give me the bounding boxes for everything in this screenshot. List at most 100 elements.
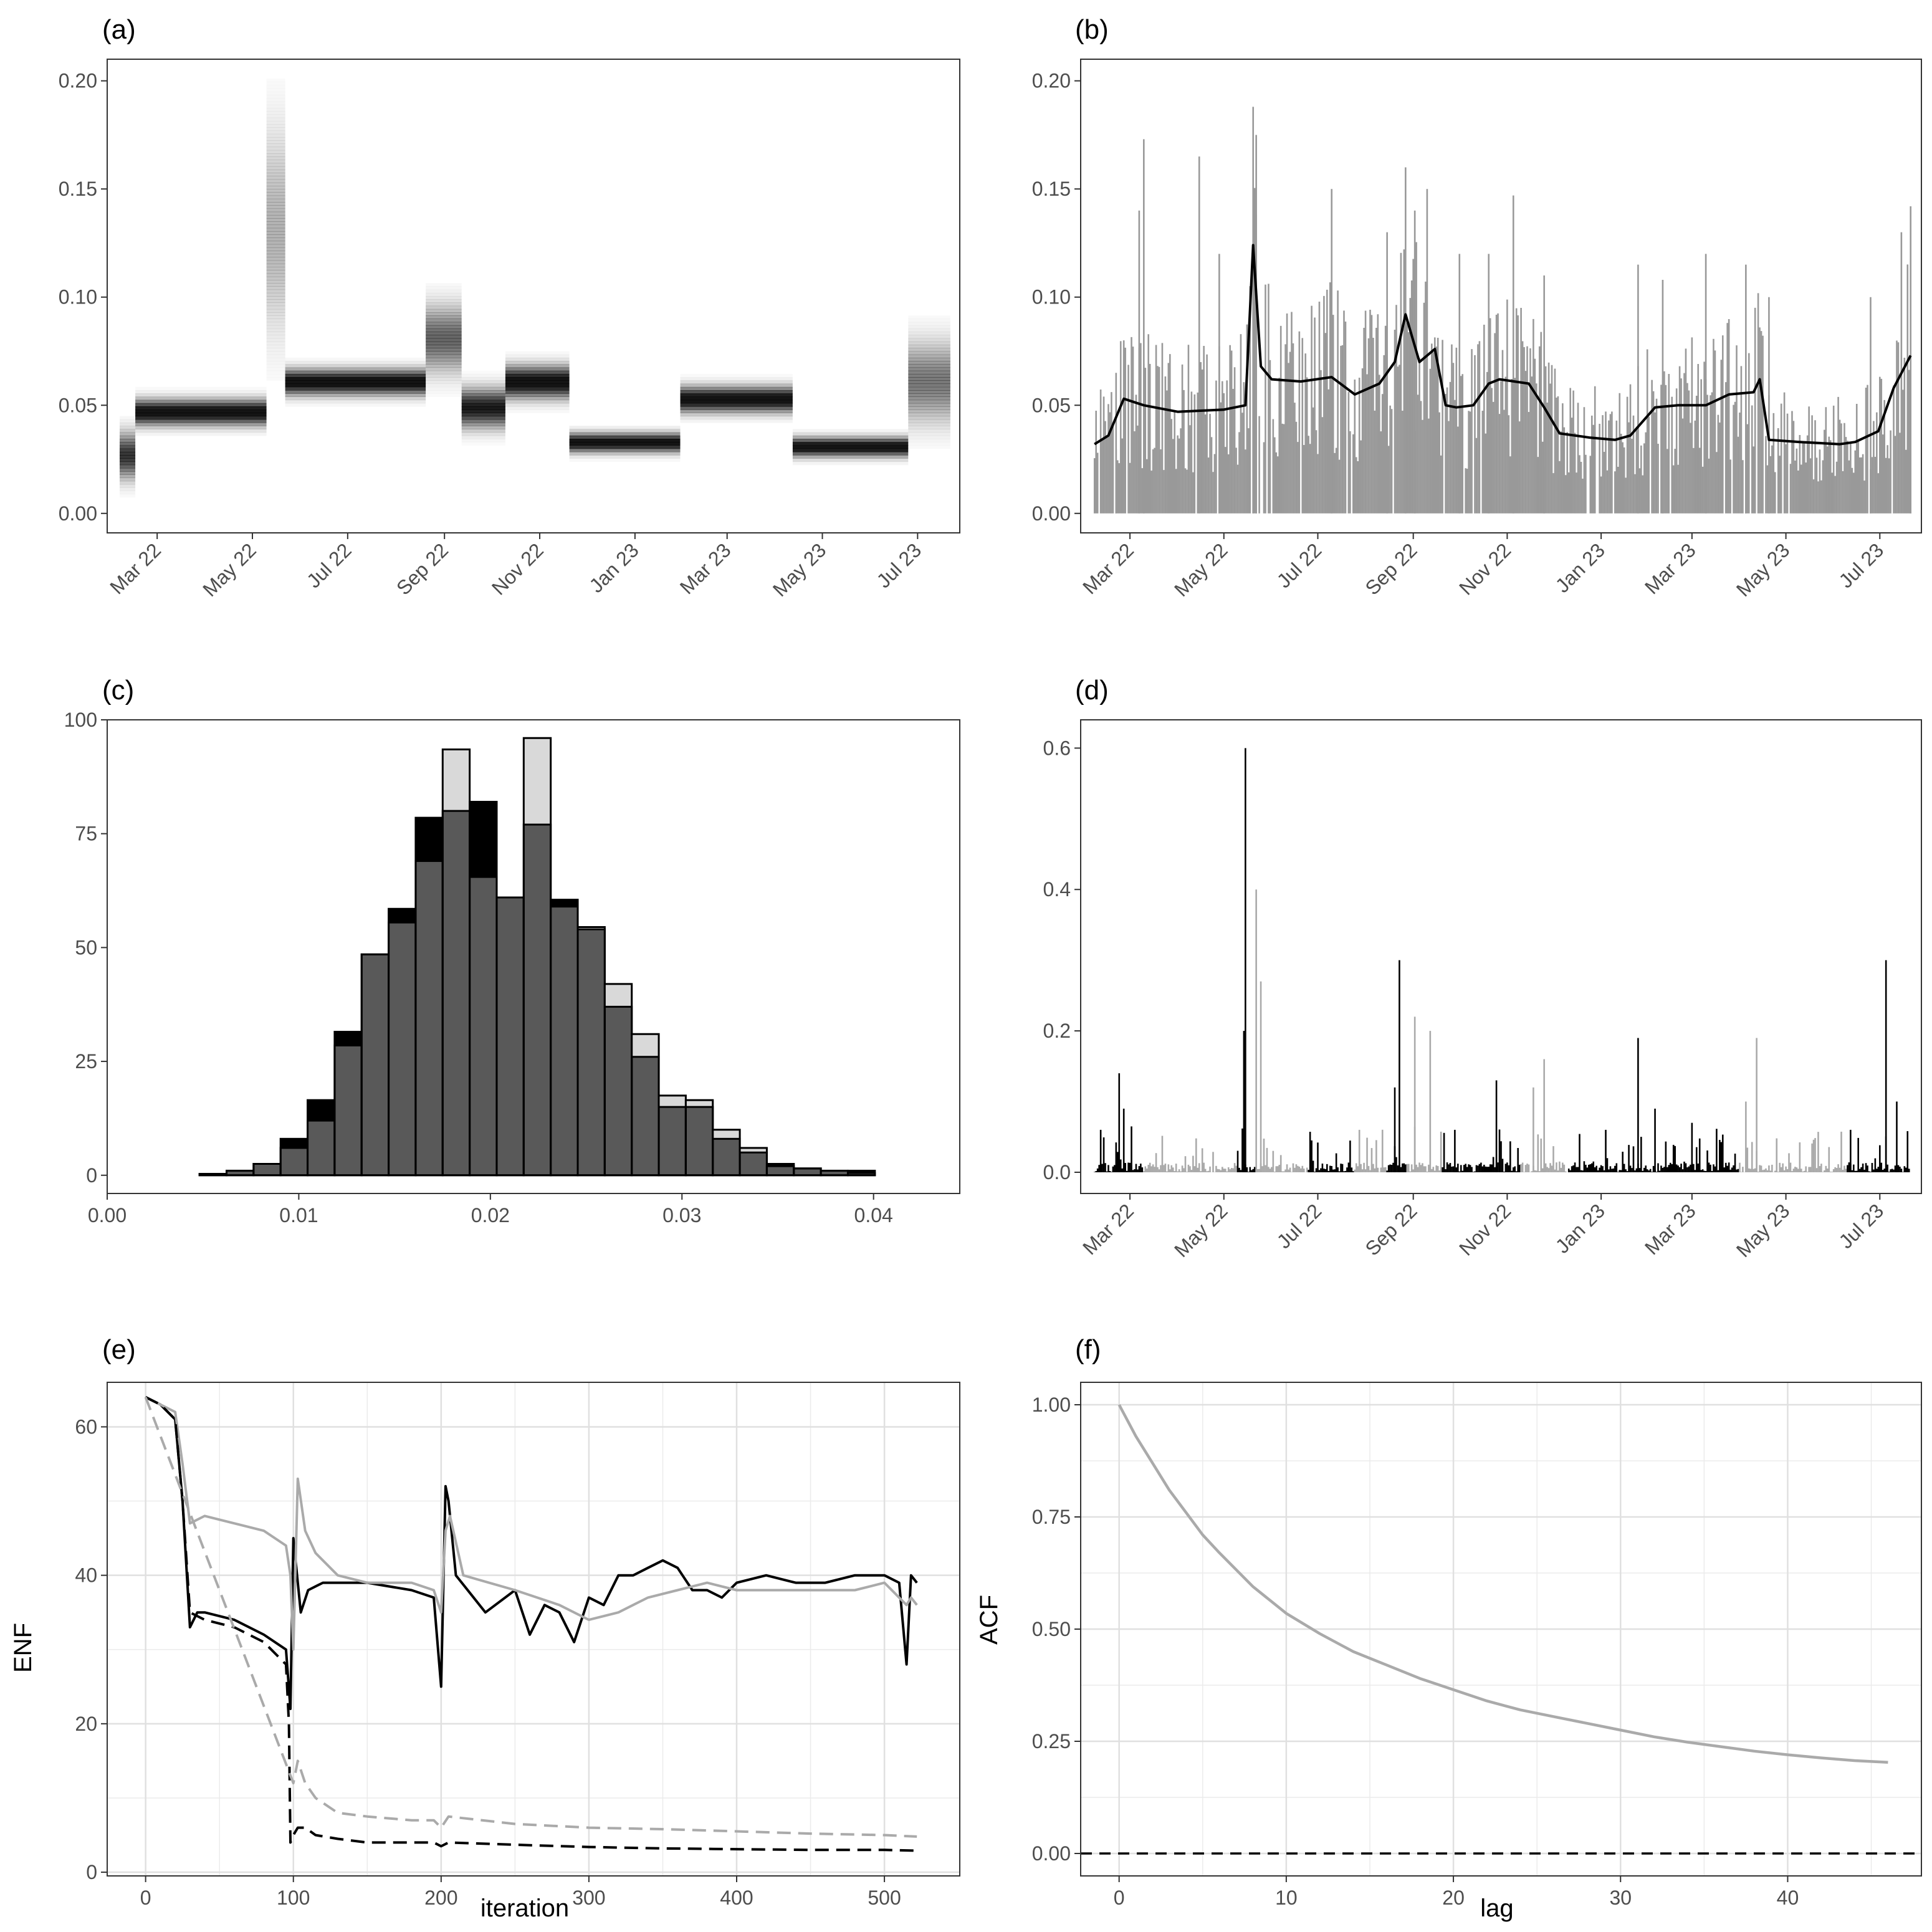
- panel-c-histogram-excess-bar: [605, 983, 632, 1007]
- panel-c-histogram-excess-bar: [848, 1170, 875, 1174]
- panel-a-density-cell: [505, 396, 570, 401]
- panel-a-density-cell: [505, 370, 570, 375]
- panel-a-density-cell: [908, 439, 950, 442]
- panel-a-density-cell: [267, 98, 285, 102]
- panel-a-density-cell: [266, 280, 285, 284]
- panel-d-y-tick-label: 0.2: [1043, 1020, 1071, 1042]
- panel-a-density-cell: [792, 435, 909, 439]
- panel-c-histogram-excess-bar: [631, 1034, 659, 1057]
- panel-a-density-cell: [266, 104, 285, 108]
- panel-a-density-cell: [426, 302, 462, 307]
- panel-a-density-cell: [426, 286, 462, 290]
- panel-c-histogram-excess-bar: [415, 818, 443, 861]
- panel-a-density-cell: [266, 354, 285, 358]
- panel-a-density-cell: [426, 315, 462, 319]
- panel-c-histogram-excess-bar: [280, 1139, 308, 1148]
- panel-a-density-cell: [505, 373, 570, 378]
- panel-c-histogram-outline: [198, 1173, 228, 1177]
- panel-a-density-cell: [505, 361, 570, 365]
- panel-a-density-cell: [266, 315, 285, 319]
- panel-a-density-cell: [461, 377, 505, 381]
- panel-a-density-cell: [505, 383, 570, 388]
- panel-c-histogram-overlap-bar: [361, 954, 389, 1175]
- panel-e: (e) iteration ENF 0 20 40 60 0 100 200 300 400 50…: [9, 1334, 960, 1922]
- panel-a-density-cell: [266, 308, 285, 313]
- panel-c-histogram-overlap-bar: [307, 1121, 335, 1175]
- panel-a-density-cell: [266, 244, 285, 248]
- panel-a-density-cell: [285, 364, 426, 368]
- panel-e-series-line: [145, 1396, 918, 1651]
- panel-a-density-cell: [426, 341, 462, 345]
- panel-a-density-cell: [908, 348, 950, 352]
- panel-a-density-cell: [426, 377, 462, 381]
- panel-a-density-cell: [266, 218, 285, 222]
- panel-a-density-cell: [908, 406, 950, 410]
- panel-a-density-cell: [267, 377, 285, 381]
- panel-a-density-cell: [285, 403, 426, 407]
- panel-a-density-cell: [908, 325, 950, 329]
- panel-a-density-cell: [120, 416, 135, 420]
- panel-a-density-cell: [461, 423, 505, 426]
- panel-a-density-cell: [135, 393, 267, 397]
- panel-e-border: [107, 1382, 960, 1877]
- panel-a-density-cell: [426, 305, 462, 310]
- panel-c-y-tick-label: 50: [75, 936, 97, 959]
- panel-a-density-cell: [792, 455, 909, 459]
- panel-a-density-cell: [908, 399, 950, 404]
- panel-f-y-tick-label: 0.00: [1032, 1842, 1071, 1865]
- panel-c-y-tick-label: 25: [75, 1050, 97, 1073]
- panel-a-density-cell: [120, 481, 136, 485]
- panel-a-density-cell: [461, 413, 505, 417]
- panel-a-density-cell: [505, 364, 570, 368]
- panel-a-density-cell: [792, 451, 909, 456]
- panel-e-y-tick-label: 0: [86, 1861, 97, 1883]
- panel-a-density-cell: [267, 85, 285, 89]
- panel-a-density-cell: [908, 390, 950, 394]
- panel-a-density-cell: [285, 370, 426, 375]
- panel-a-density-cell: [426, 325, 462, 329]
- panel-a-density-cell: [266, 156, 285, 160]
- panel-a-density-cell: [680, 380, 793, 385]
- panel-a-density-cell: [266, 182, 285, 186]
- panel-c-histogram-excess-bar: [388, 909, 416, 923]
- panel-c-histogram-overlap-bar: [469, 877, 497, 1175]
- panel-a-density-cell: [120, 439, 136, 442]
- panel-e-xlabel: iteration: [481, 1895, 569, 1922]
- panel-a-density-cell: [266, 335, 285, 339]
- panel-a-density-cell: [462, 442, 505, 446]
- panel-a-density-cell: [461, 435, 505, 439]
- panel-c: (c) 0 25 50 75 100 0.00 0.01 0.02 0.03 0.04: [64, 675, 960, 1227]
- panel-a-density-cell: [461, 403, 505, 407]
- panel-c-histogram-outline: [846, 1172, 876, 1177]
- panel-a-density-cell: [461, 396, 505, 401]
- panel-a-density-cell: [569, 426, 681, 429]
- panel-e-series-line: [144, 1397, 917, 1838]
- panel-e-label: (e): [102, 1334, 136, 1365]
- panel-a-density-cell: [266, 163, 285, 167]
- panel-a-density-cell: [908, 322, 950, 326]
- panel-a-density-cell: [267, 364, 285, 368]
- panel-a-density-cell: [120, 477, 136, 482]
- panel-a-density-cell: [120, 445, 136, 449]
- panel-a-density-cell: [266, 127, 285, 132]
- panel-f-x-tick-label: 30: [1609, 1887, 1632, 1909]
- panel-c-histogram-excess-bar: [524, 738, 551, 825]
- panel-a-density-cell: [120, 442, 136, 446]
- panel-a-density-cell: [461, 429, 505, 433]
- panel-a-density-cell: [266, 143, 285, 148]
- panel-a-density-cell: [120, 494, 135, 498]
- panel-c-x-tick-label: 0.00: [88, 1204, 127, 1227]
- panel-a-density-cell: [266, 351, 285, 355]
- panel-a-density-cell: [792, 429, 909, 433]
- panel-c-histogram-overlap-bar: [253, 1164, 281, 1175]
- panel-a-density-cell: [285, 396, 426, 401]
- panel-a-density-cell: [461, 399, 505, 404]
- panel-a-density-cell: [426, 345, 462, 348]
- panel-a-density-cell: [266, 251, 285, 254]
- panel-c-histogram-excess-bar: [307, 1100, 335, 1121]
- panel-a-density-cell: [908, 367, 950, 371]
- panel-a-density-cell: [120, 484, 136, 488]
- panel-a-density-cell: [569, 439, 681, 442]
